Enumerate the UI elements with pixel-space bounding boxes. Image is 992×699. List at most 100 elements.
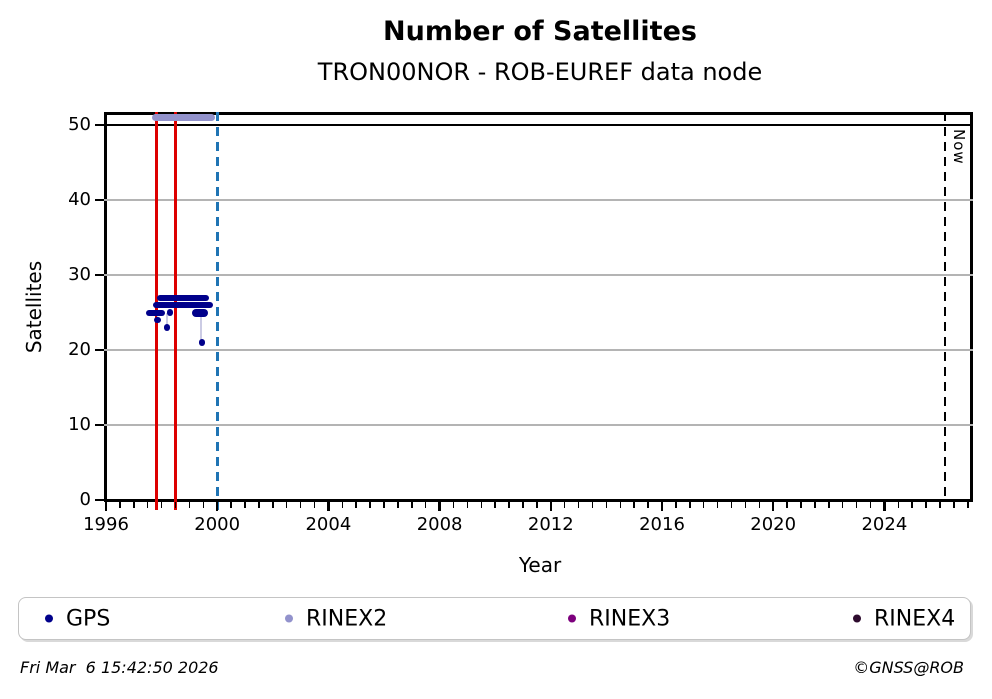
x-minor-tick — [619, 502, 622, 508]
x-minor-tick — [939, 502, 941, 508]
chart-title: Number of Satellites — [383, 16, 697, 47]
x-minor-tick — [814, 502, 816, 508]
gps-connector-2 — [200, 312, 202, 343]
y-tick-50 — [95, 123, 104, 127]
x-minor-tick — [313, 502, 316, 508]
y-tick-20 — [95, 348, 104, 352]
x-minor-tick — [716, 502, 719, 508]
x-minor-tick — [174, 502, 177, 508]
legend-label-rinex2: RINEX2 — [306, 606, 388, 631]
rinex3-legend-dot-icon — [568, 614, 576, 623]
y-axis-label: Satellites — [22, 260, 46, 354]
x-axis-label: Year — [518, 553, 562, 577]
x-minor-tick — [299, 502, 302, 508]
x-minor-tick — [702, 502, 705, 508]
x-minor-tick — [258, 502, 260, 508]
credit-text: ©GNSS@ROB — [853, 658, 964, 677]
gps-segment-1 — [153, 302, 214, 308]
gps-legend-dot-icon — [45, 614, 53, 623]
gps-connector-0 — [156, 312, 159, 320]
plot-area: Now — [104, 112, 973, 510]
x-minor-tick — [480, 502, 483, 508]
x-minor-tick — [911, 502, 913, 508]
gps-point-1 — [154, 316, 161, 324]
x-minor-tick — [508, 502, 510, 508]
x-minor-tick — [730, 502, 733, 508]
x-tick-label-2020: 2020 — [750, 514, 797, 535]
x-minor-tick — [925, 502, 927, 508]
x-minor-tick — [133, 502, 135, 508]
x-minor-tick — [369, 502, 371, 508]
x-tick-label-2008: 2008 — [416, 514, 463, 535]
x-minor-tick — [647, 502, 649, 508]
legend-item-rinex3: RINEX3 — [568, 606, 670, 631]
x-minor-tick — [828, 502, 830, 508]
legend-label-rinex4: RINEX4 — [874, 606, 956, 631]
hline-y50 — [104, 123, 973, 127]
gps-point-3 — [198, 339, 206, 346]
x-minor-tick — [397, 502, 399, 508]
x-minor-tick — [536, 502, 538, 508]
y-tick-label-0: 0 — [79, 489, 91, 510]
x-minor-tick — [675, 502, 677, 508]
gridline-y20 — [104, 349, 973, 351]
x-minor-tick — [869, 502, 872, 508]
x-minor-tick — [841, 502, 844, 508]
gps-segment-3 — [191, 308, 208, 317]
x-minor-tick — [188, 502, 191, 508]
x-minor-tick — [953, 502, 955, 508]
x-tick-label-2012: 2012 — [527, 514, 574, 535]
x-minor-tick — [967, 502, 969, 508]
x-tick-label-1996: 1996 — [83, 514, 129, 535]
y-tick-label-30: 30 — [68, 264, 91, 285]
x-minor-tick — [424, 502, 427, 508]
x-minor-tick — [355, 502, 357, 508]
x-major-tick-2024 — [883, 502, 886, 511]
x-minor-tick — [689, 502, 691, 508]
x-minor-tick — [383, 502, 385, 508]
y-tick-label-20: 20 — [68, 339, 91, 360]
x-tick-label-2024: 2024 — [861, 514, 908, 535]
y-tick-label-10: 10 — [68, 414, 91, 435]
plot-timestamp: Fri Mar 6 15:42:50 2026 — [20, 658, 219, 677]
event-line-1 — [174, 112, 177, 510]
x-minor-tick — [202, 502, 205, 508]
y-tick-0 — [95, 498, 104, 502]
gridline-y10 — [104, 424, 973, 426]
x-minor-tick — [563, 502, 566, 508]
gridline-y30 — [104, 274, 973, 276]
x-minor-tick — [411, 502, 413, 508]
gridline-y40 — [104, 199, 973, 201]
x-minor-tick — [146, 502, 149, 508]
x-major-tick-2004 — [327, 502, 330, 511]
chart-subtitle: TRON00NOR - ROB-EUREF data node — [317, 58, 763, 86]
legend-item-gps: GPS — [45, 606, 110, 631]
x-minor-tick — [244, 502, 246, 508]
now-line-label: Now — [950, 129, 968, 165]
gps-point-2 — [163, 324, 171, 331]
gps-point-0 — [166, 309, 174, 316]
x-minor-tick — [855, 502, 858, 508]
y-tick-label-50: 50 — [68, 114, 91, 135]
y-tick-10 — [95, 423, 104, 427]
x-major-tick-2016 — [660, 502, 664, 511]
x-minor-tick — [591, 502, 594, 508]
x-minor-tick — [160, 502, 163, 508]
x-minor-tick — [522, 502, 524, 508]
event-line-2 — [215, 112, 219, 510]
now-line — [943, 112, 947, 502]
x-minor-tick — [341, 502, 344, 508]
y-tick-label-40: 40 — [68, 189, 91, 210]
x-minor-tick — [119, 502, 121, 508]
y-tick-40 — [95, 198, 104, 202]
x-minor-tick — [466, 502, 469, 508]
x-minor-tick — [285, 502, 288, 508]
x-minor-tick — [494, 502, 496, 508]
x-major-tick-2020 — [771, 502, 775, 511]
plot-frame — [104, 112, 973, 502]
x-minor-tick — [800, 502, 802, 508]
x-tick-label-2016: 2016 — [639, 514, 685, 535]
x-minor-tick — [272, 502, 274, 508]
legend-item-rinex2: RINEX2 — [285, 606, 387, 631]
